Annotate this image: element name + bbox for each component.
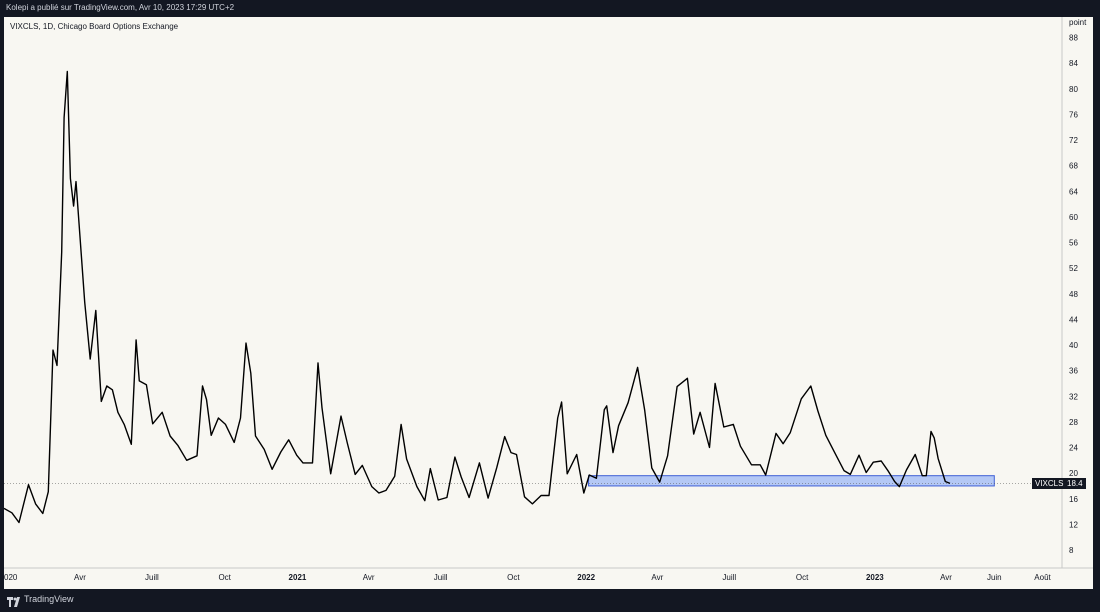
y-tick-label: 56 — [1069, 239, 1078, 248]
y-tick-label: 36 — [1069, 367, 1078, 376]
y-tick-label: 40 — [1069, 341, 1078, 350]
y-tick-label: 72 — [1069, 136, 1078, 145]
current-value-tag: 18.4 — [1064, 477, 1086, 489]
series-name-tag: VIXCLS — [1032, 477, 1067, 489]
tradingview-logo-icon — [7, 594, 21, 607]
y-tick-label: 52 — [1069, 264, 1078, 273]
tradingview-brand: TradingView — [24, 594, 74, 604]
x-tick-label: Juill — [722, 573, 736, 582]
x-tick-label: Août — [1034, 573, 1051, 582]
y-tick-label: 24 — [1069, 444, 1078, 453]
y-tick-label: 80 — [1069, 85, 1078, 94]
y-tick-label: 12 — [1069, 520, 1078, 529]
x-tick-label: 2023 — [866, 573, 884, 582]
symbol-legend[interactable]: VIXCLS, 1D, Chicago Board Options Exchan… — [10, 22, 179, 31]
y-tick-label: 32 — [1069, 392, 1078, 401]
y-tick-label: 64 — [1069, 187, 1078, 196]
x-tick-label: Avr — [940, 573, 952, 582]
x-tick-label: Oct — [507, 573, 520, 582]
y-tick-label: 20 — [1069, 469, 1078, 478]
x-tick-label: Oct — [796, 573, 809, 582]
x-tick-label: Avr — [74, 573, 86, 582]
x-tick-label: Oct — [218, 573, 231, 582]
y-tick-label: 16 — [1069, 495, 1078, 504]
x-tick-label: Avr — [651, 573, 663, 582]
y-tick-label: 68 — [1069, 162, 1078, 171]
y-tick-label: 76 — [1069, 110, 1078, 119]
tradingview-logo[interactable]: TradingView — [7, 593, 74, 607]
y-axis-unit-label: point — [1069, 18, 1087, 27]
y-tick-label: 48 — [1069, 290, 1078, 299]
x-tick-label: 020 — [4, 573, 18, 582]
chart-area[interactable] — [4, 17, 1093, 589]
x-tick-label: Avr — [363, 573, 375, 582]
x-tick-label: Juin — [987, 573, 1002, 582]
x-tick-label: 2022 — [577, 573, 595, 582]
footer-bar — [0, 589, 1100, 608]
x-tick-label: Juill — [434, 573, 448, 582]
y-tick-label: 88 — [1069, 34, 1078, 43]
y-tick-label: 8 — [1069, 546, 1074, 555]
y-tick-label: 60 — [1069, 213, 1078, 222]
y-tick-label: 28 — [1069, 418, 1078, 427]
support-zone — [588, 475, 995, 487]
x-tick-label: Juill — [145, 573, 159, 582]
y-tick-label: 44 — [1069, 315, 1078, 324]
y-tick-label: 84 — [1069, 59, 1078, 68]
publish-info: Kolepi a publié sur TradingView.com, Avr… — [6, 3, 235, 12]
series-line-vixcls — [3, 70, 951, 524]
x-tick-label: 2021 — [289, 573, 307, 582]
